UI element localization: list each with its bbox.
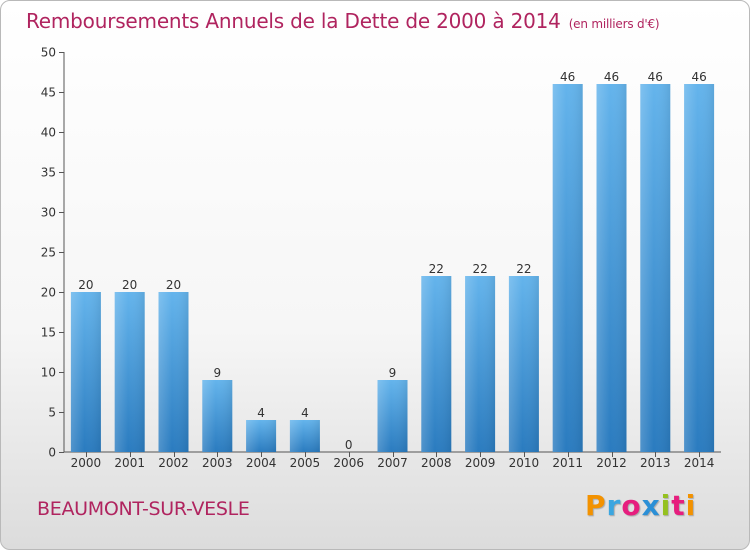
data-label: 20 [122,278,137,292]
data-label: 9 [213,366,221,380]
logo-letter: i [660,489,672,522]
bar-sheen [289,420,320,452]
data-label: 9 [389,366,397,380]
x-tick-label: 2010 [509,456,540,470]
bar-sheen [158,292,189,452]
bar-sheen [70,292,101,452]
logo-letter: o [621,489,642,522]
chart-unit: (en milliers d'€) [568,17,660,31]
x-tick-label: 2008 [421,456,452,470]
data-label: 22 [516,262,531,276]
y-tick-label: 40 [41,126,56,140]
data-label: 22 [472,262,487,276]
proxiti-logo: Proxiti [585,489,696,522]
bars [70,84,715,452]
data-label: 0 [345,438,353,452]
y-tick-label: 35 [41,166,56,180]
x-tick-label: 2013 [640,456,671,470]
x-tick-label: 2004 [246,456,277,470]
y-tick-label: 25 [41,246,56,260]
y-tick-label: 5 [48,406,56,420]
x-tick-label: 2007 [377,456,408,470]
y-tick-label: 10 [41,366,56,380]
logo-letter: P [585,489,607,522]
data-label: 46 [691,70,706,84]
logo-letter: x [641,489,661,522]
logo-letter: i [685,489,697,522]
x-tick-label: 2003 [202,456,233,470]
data-labels: 20 20 20 9 4 4 0 9 22 22 22 46 46 46 46 [78,70,706,452]
bar-sheen [377,380,408,452]
logo-letter: r [606,489,622,522]
bar-sheen [114,292,145,452]
data-label: 20 [78,278,93,292]
y-tick-label: 45 [41,86,56,100]
bar-sheen [246,420,277,452]
y-tick-label: 20 [41,286,56,300]
data-label: 4 [257,406,265,420]
data-label: 22 [429,262,444,276]
y-tick-label: 15 [41,326,56,340]
bar-sheen [640,84,671,452]
bar-sheen [596,84,627,452]
x-tick-label: 2012 [596,456,627,470]
data-label: 46 [604,70,619,84]
data-label: 46 [560,70,575,84]
x-tick-label: 2006 [333,456,364,470]
chart-title: Remboursements Annuels de la Dette de 20… [26,9,660,33]
bar-sheen [508,276,539,452]
bar-sheen [465,276,496,452]
x-tick-label: 2002 [158,456,189,470]
x-tick-label: 2014 [684,456,715,470]
bar-sheen [202,380,233,452]
data-label: 4 [301,406,309,420]
x-tick-label: 2001 [114,456,145,470]
data-label: 46 [648,70,663,84]
bar-sheen [684,84,715,452]
x-tick-label: 2000 [71,456,102,470]
y-tick-label: 0 [48,446,56,460]
x-tick-label: 2009 [465,456,496,470]
bar-sheen [421,276,452,452]
data-label: 20 [166,278,181,292]
commune-name: BEAUMONT-SUR-VESLE [37,498,250,520]
logo-letter: t [671,489,686,522]
chart-title-text: Remboursements Annuels de la Dette de 20… [26,9,561,33]
bar-sheen [552,84,583,452]
x-tick-label: 2005 [290,456,321,470]
x-tick-label: 2011 [552,456,583,470]
y-tick-label: 50 [41,46,56,60]
y-tick-label: 30 [41,206,56,220]
